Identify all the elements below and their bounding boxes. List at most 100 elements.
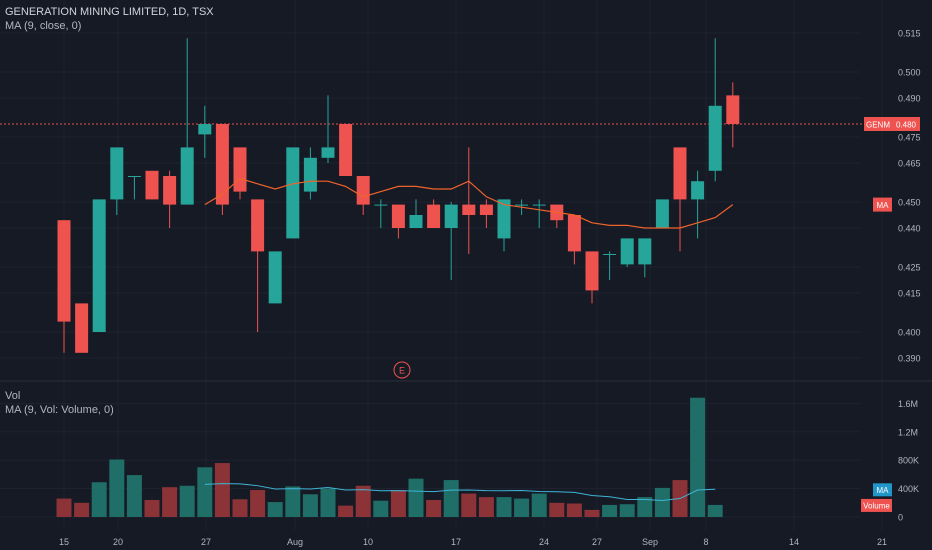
candle-body [198,124,212,135]
time-tick-label: 20 [113,537,123,547]
candle [479,199,493,228]
symbol-title[interactable]: GENERATION MINING LIMITED, 1D, TSX [5,6,214,18]
candle [127,176,141,200]
candle [321,95,335,163]
volume-bar [355,485,371,517]
candle-body [444,204,458,228]
candle-body [286,147,300,239]
volume-bar [214,463,230,517]
candle [567,215,581,265]
volume-bar [197,467,213,517]
volume-bar [637,497,653,517]
volume-bar [162,487,178,517]
candle-body [321,147,335,158]
candle [655,199,669,228]
volume-bar [549,502,565,517]
volume-bar [426,499,442,517]
candle-body [303,157,317,192]
price-tick-label: 0.450 [898,198,921,208]
candle [233,147,247,200]
volume-tick-label: 0 [898,513,903,523]
volume-bar [320,488,336,517]
volume-bar [144,499,160,517]
volume-bar [443,480,459,517]
volume-tick-label: 1.2M [898,427,918,437]
candle [691,170,705,239]
time-axis[interactable]: 15 20 27 Aug 10 17 24 27 Sep 8 14 21 [59,537,887,547]
candle-body [127,176,141,177]
candle-body [163,176,177,205]
time-tick-label: 27 [201,537,211,547]
candle-body [409,215,423,228]
volume-ma-label[interactable]: MA (9, Vol: Volume, 0) [5,404,114,416]
time-tick-label: 15 [59,537,69,547]
volume-bar [338,505,354,517]
candle [180,38,194,205]
candle [356,176,370,215]
price-tick-label: 0.400 [898,328,921,338]
candle [198,105,212,158]
candle [92,199,106,332]
volume-bar [461,493,477,517]
price-tick-label: 0.440 [898,224,921,234]
volume-bar [267,502,283,517]
volume-bar [584,509,600,517]
candle [638,238,652,278]
volume-tick-label: 400K [898,484,919,494]
volume-badge: Volume [861,498,892,512]
candle [286,147,300,239]
volume-bar [74,502,90,517]
time-tick-label: 27 [592,537,602,547]
candle-body [620,238,634,265]
candle-body [233,147,247,192]
candle-body [110,147,124,200]
gridlines [0,0,883,530]
candle [215,124,229,215]
event-marker-label: E [399,366,405,376]
candle [268,251,282,304]
price-badge-symbol: GENM [866,121,890,130]
earnings-event-marker[interactable]: E [393,361,411,379]
volume-ma-badge-label: MA [877,486,890,495]
candle [391,204,405,239]
volume-bar [690,397,706,517]
candle-body [585,251,599,291]
volume-tick-label: 1.6M [898,399,918,409]
candle-body [75,303,89,353]
time-tick-label: 24 [539,537,549,547]
candle [339,124,353,176]
volume-badge-bg [861,498,892,512]
volume-ma-badge: MA [873,483,892,497]
ma-indicator-label[interactable]: MA (9, close, 0) [5,20,82,32]
volume-bar [250,490,266,517]
volume-title[interactable]: Vol [5,390,21,402]
candle-body [462,204,476,215]
volume-bar [56,498,72,517]
volume-bar [654,487,670,517]
candle [303,147,317,200]
candle [620,238,634,267]
volume-bar [496,497,512,517]
price-ma-line [204,177,734,229]
candle-body [638,238,652,265]
volume-badge-label: Volume [863,501,890,510]
candle [251,199,265,332]
candle [163,170,177,228]
volume-pane [56,397,723,517]
candle-body [497,199,511,239]
candle [585,251,599,304]
volume-bar [566,503,582,517]
candle-body [92,199,106,332]
candle-body [691,181,705,200]
volume-bar [478,497,494,517]
price-badge-value-bg [892,117,920,131]
price-tick-label: 0.490 [898,94,921,104]
price-tick-label: 0.515 [898,29,921,39]
price-badge-value: 0.480 [896,121,917,130]
axis-badges: GENM 0.480 MA MA Volume [861,117,920,512]
price-axis[interactable]: 0.515 0.500 0.490 0.475 0.465 0.450 0.440 0.425… [898,29,921,523]
volume-bar [285,486,301,517]
ma-badge-label: MA [877,201,890,210]
candle-body [567,215,581,252]
